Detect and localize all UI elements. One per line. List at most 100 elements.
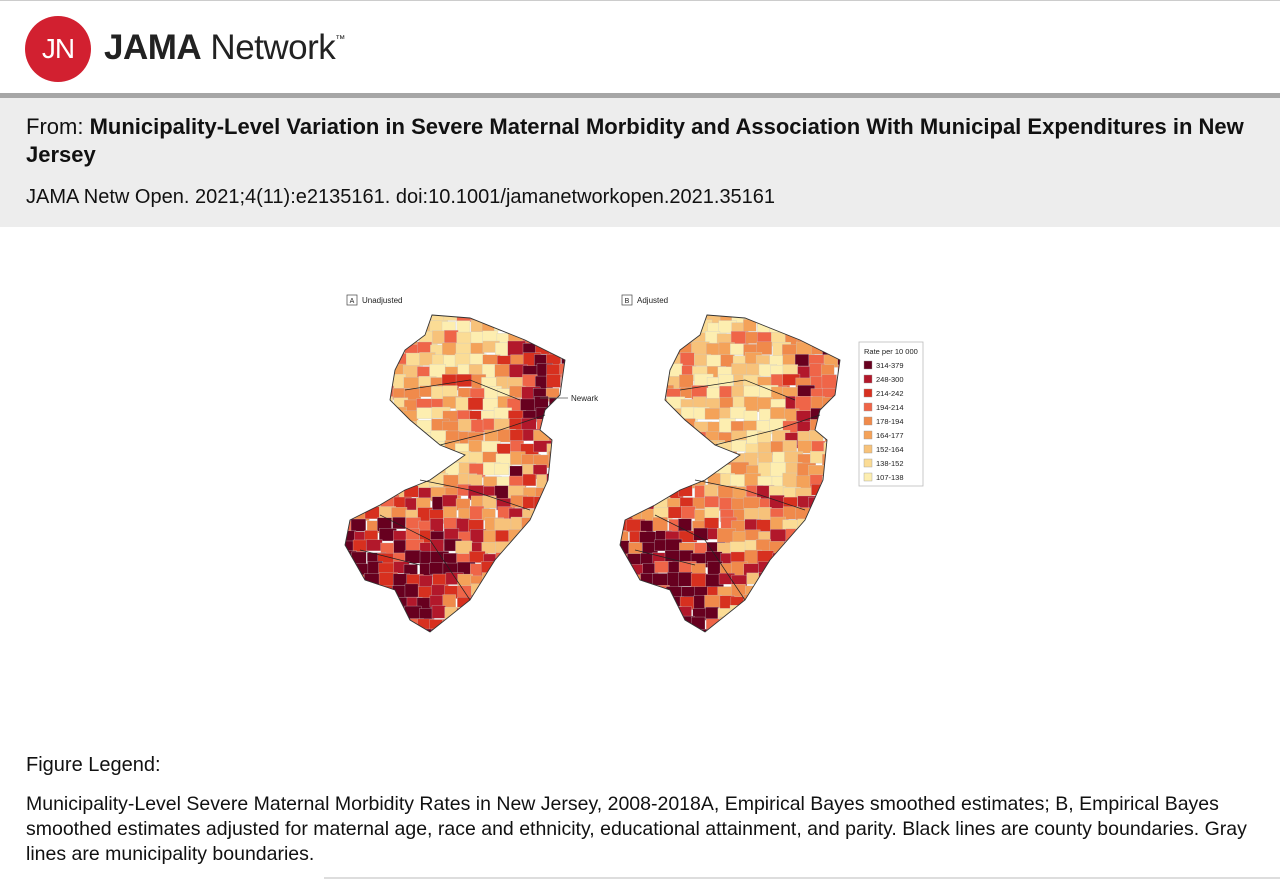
legend-label: 214-242 [876,389,904,398]
municipality [620,363,634,376]
municipality [653,407,668,422]
figure: A Unadjusted B Adjusted Newark Rate per 10 … [344,294,924,633]
legend-label: 152-164 [876,445,904,454]
municipality [432,452,452,464]
municipality [837,442,840,457]
municipality [628,617,644,632]
municipality [620,341,631,355]
municipality [666,315,684,325]
municipality [836,333,840,348]
municipality [393,319,407,332]
municipality [545,531,562,548]
municipality [482,330,499,343]
municipality [351,315,369,325]
municipality [562,594,565,609]
municipality [836,397,840,413]
municipality [366,315,381,325]
municipality [345,586,355,601]
municipality [639,410,655,426]
municipality [351,376,367,391]
municipality [482,572,497,586]
municipality [796,605,815,618]
municipality [731,628,748,632]
municipality [561,315,565,327]
municipality [641,388,661,400]
municipality [693,527,709,541]
municipality [824,496,840,509]
municipality [620,315,629,325]
municipality [392,517,406,530]
municipality [821,418,839,435]
municipality [834,409,840,424]
municipality [470,342,485,355]
municipality [809,617,826,632]
municipality [345,594,354,607]
annotation: Newark [571,394,599,403]
legend-label: 248-300 [876,375,904,384]
legend-label: 138-152 [876,459,904,468]
municipality [536,321,553,338]
municipality [835,530,840,546]
municipality [744,630,763,632]
municipality [416,407,434,419]
municipality [782,472,798,488]
municipality [558,341,565,355]
municipality [772,615,789,629]
municipality [625,341,641,357]
municipality [562,475,565,489]
municipality [836,553,840,567]
municipality [836,605,840,617]
municipality [693,628,712,632]
municipality [345,315,355,322]
panel-letter: B [625,298,630,305]
brand[interactable]: JAMA Network™ [104,28,345,68]
municipality [808,552,828,567]
municipality [808,584,826,596]
municipality [367,608,386,622]
municipality [628,418,648,431]
municipality [758,596,777,614]
municipality [706,629,722,632]
municipality [835,595,840,611]
municipality [353,332,371,347]
municipality [547,607,564,622]
municipality [639,430,655,444]
municipality [666,419,684,436]
legend-swatch [863,388,873,398]
municipality [561,322,565,339]
municipality [546,374,561,388]
municipality [549,561,565,575]
municipality [652,452,666,467]
municipality [809,529,828,545]
municipality [364,585,383,600]
municipality [756,341,773,355]
municipality [379,462,395,475]
municipality [546,419,561,432]
municipality [642,376,656,391]
municipality [620,485,631,502]
municipality [549,462,565,478]
municipality [429,441,445,457]
municipality [378,430,393,443]
municipality [824,333,840,349]
article-header: From: Municipality-Level Variation in Se… [0,93,1280,227]
municipality [824,628,840,632]
municipality [797,574,814,588]
municipality [495,552,510,565]
municipality [821,585,839,598]
municipality [392,452,409,465]
municipality [626,399,640,412]
municipality [547,320,565,337]
panel-letter-box [346,294,358,306]
title[interactable]: Municipality-Level Variation in Severe M… [26,114,1244,167]
municipality [345,630,356,632]
logo[interactable]: JN [25,16,91,82]
brand-rest: Network [210,28,336,67]
municipality [365,539,383,552]
municipality [758,572,777,587]
municipality [681,418,696,434]
municipality [548,332,565,345]
municipality [364,573,381,586]
municipality [822,409,839,425]
municipality [694,441,709,455]
